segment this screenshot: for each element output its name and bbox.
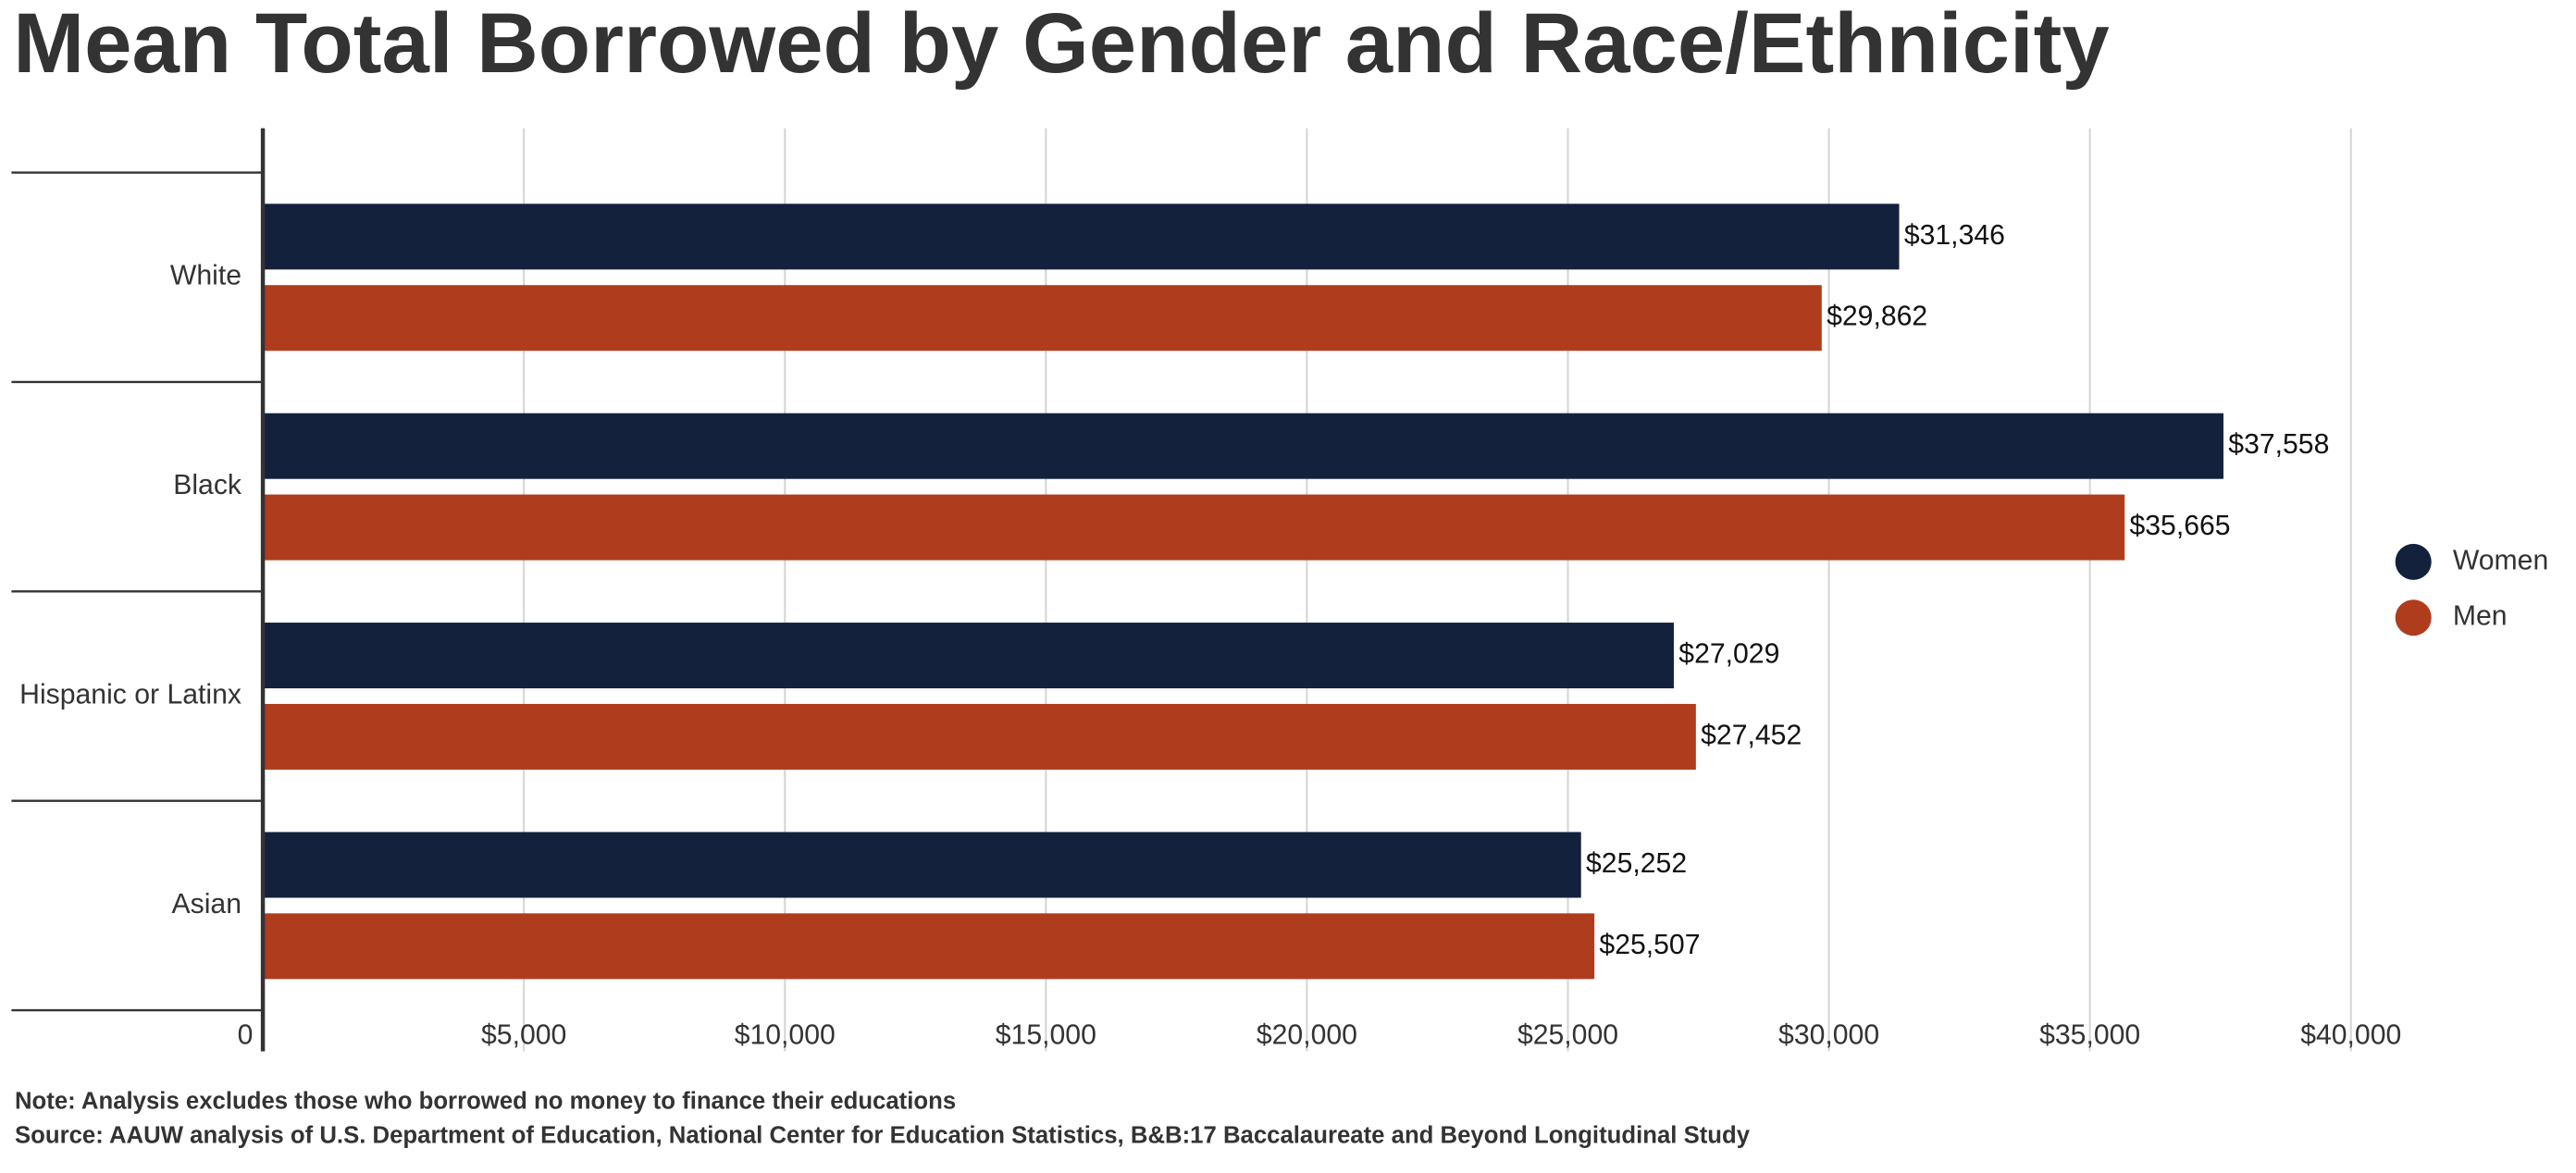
- x-tick-label: $35,000: [2039, 1019, 2140, 1050]
- x-tick-label: 0: [238, 1019, 254, 1050]
- legend-label: Women: [2453, 545, 2548, 575]
- bar: [263, 413, 2223, 479]
- bar: [263, 913, 1595, 980]
- data-label: $25,507: [1599, 930, 1700, 960]
- chart-title: Mean Total Borrowed by Gender and Race/E…: [13, 0, 2110, 91]
- data-label: $27,029: [1678, 639, 1779, 670]
- legend-marker: [2395, 599, 2432, 636]
- y-tick-label: Hispanic or Latinx: [19, 679, 242, 710]
- data-label: $25,252: [1586, 848, 1687, 879]
- data-label: $31,346: [1904, 220, 2005, 251]
- source: Source: AAUW analysis of U.S. Department…: [15, 1123, 1751, 1149]
- bar: [263, 494, 2125, 561]
- bar: [263, 285, 1822, 352]
- plot: [263, 204, 2223, 980]
- bar: [263, 703, 1696, 770]
- bar: [263, 832, 1581, 898]
- data-label: $29,862: [1827, 302, 1927, 332]
- data-label: $37,558: [2228, 429, 2329, 460]
- x-tick-label: $25,000: [1517, 1019, 1618, 1050]
- legend-marker: [2395, 543, 2432, 580]
- note: Note: Analysis excludes those who borrow…: [15, 1088, 956, 1114]
- bar: [263, 204, 1900, 270]
- bar: [263, 623, 1674, 689]
- data-label: $27,452: [1701, 720, 1802, 750]
- x-tick-label: $5,000: [481, 1019, 566, 1050]
- legend-label: Men: [2453, 601, 2508, 632]
- x-tick-label: $10,000: [735, 1019, 836, 1050]
- y-tick-label: Black: [173, 470, 242, 500]
- grid: [523, 128, 2352, 1052]
- data-label: $35,665: [2130, 511, 2231, 541]
- x-tick-label: $15,000: [996, 1019, 1096, 1050]
- y-tick-label: Asian: [172, 889, 242, 920]
- x-tick-label: $40,000: [2300, 1019, 2401, 1050]
- x-tick-label: $30,000: [1778, 1019, 1879, 1050]
- y-tick-label: White: [170, 261, 242, 291]
- x-tick-label: $20,000: [1257, 1019, 1357, 1050]
